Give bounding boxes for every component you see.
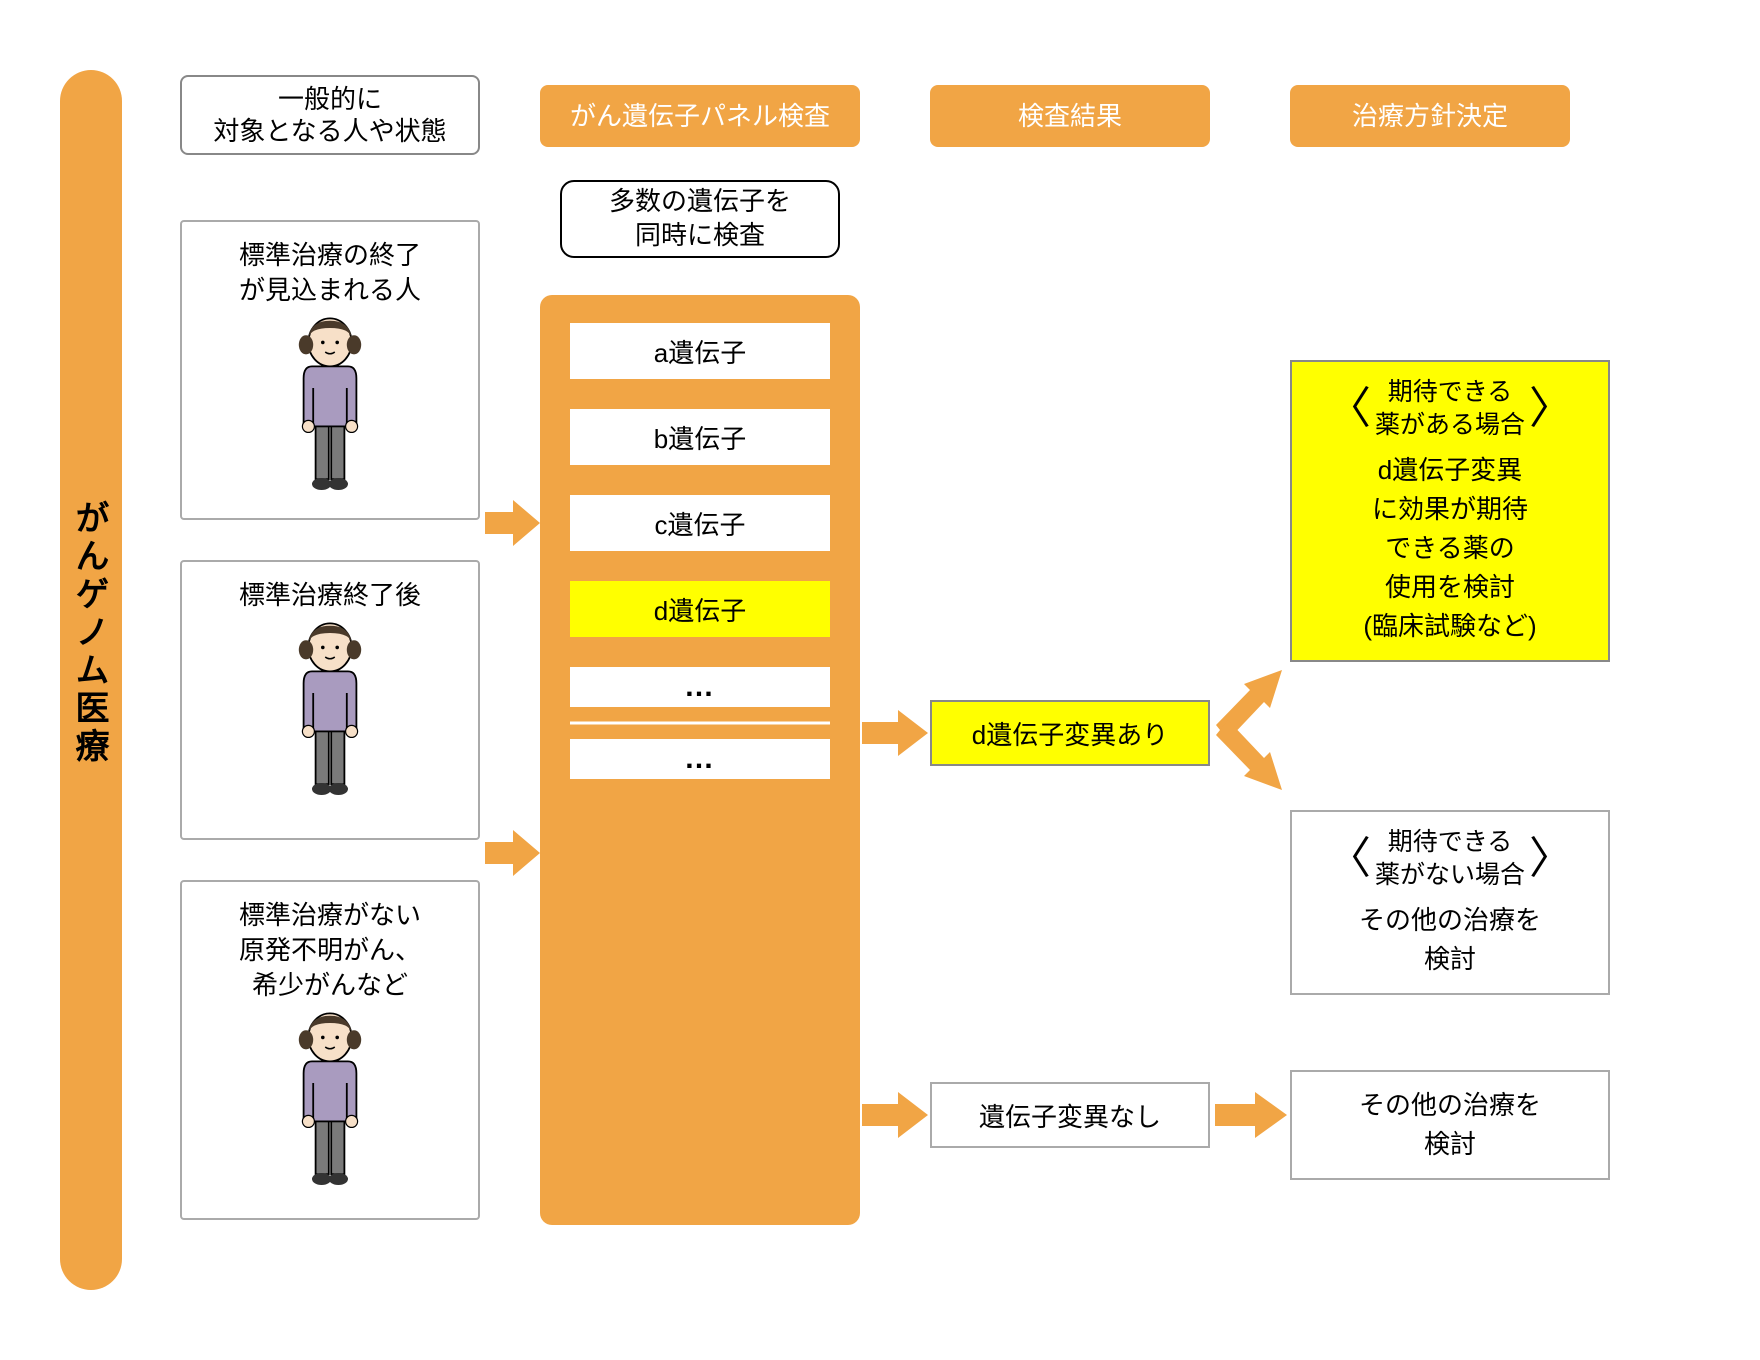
gene-slot-ellipsis: … — [570, 667, 830, 707]
angle-bracket-left-icon: 〈 — [1327, 387, 1371, 431]
arrow-icon — [485, 498, 540, 548]
gene-panel: a遺伝子 b遺伝子 c遺伝子 d遺伝子 … … — [540, 295, 860, 1225]
patient-box-1: 標準治療の終了が見込まれる人 — [180, 220, 480, 520]
angle-bracket-left-icon: 〈 — [1327, 837, 1371, 881]
col3-header: 検査結果 — [930, 85, 1210, 147]
col4-header: 治療方針決定 — [1290, 85, 1570, 147]
sidebar-title: がんゲノム医療 — [68, 500, 114, 766]
person-icon — [270, 1011, 390, 1191]
patient-label: 標準治療がない原発不明がん、希少がんなど — [239, 898, 421, 1003]
flowchart-diagram: がんゲノム医療 一般的に対象となる人や状態 がん遺伝子パネル検査 検査結果 治療… — [60, 40, 1700, 1320]
angle-bracket-right-icon: 〉 — [1529, 387, 1573, 431]
arrow-icon — [570, 719, 830, 727]
outcome-drug-unavailable: 〈 期待できる薬がない場合 〉 その他の治療を検討 — [1290, 810, 1610, 995]
col1-header: 一般的に対象となる人や状態 — [180, 75, 480, 155]
person-icon — [270, 316, 390, 496]
patient-label: 標準治療の終了が見込まれる人 — [239, 238, 421, 308]
col2-subtitle: 多数の遺伝子を同時に検査 — [560, 180, 840, 258]
arrow-icon — [485, 828, 540, 878]
arrow-icon — [862, 1090, 928, 1140]
outcome-bracket-text: 期待できる薬がない場合 — [1375, 826, 1525, 891]
angle-bracket-right-icon: 〉 — [1529, 837, 1573, 881]
outcome-bracket-text: 期待できる薬がある場合 — [1375, 376, 1525, 441]
patient-label: 標準治療終了後 — [239, 578, 421, 613]
gene-slot-highlighted: d遺伝子 — [570, 581, 830, 637]
outcome-drug-available: 〈 期待できる薬がある場合 〉 d遺伝子変異に効果が期待できる薬の使用を検討(臨… — [1290, 360, 1610, 662]
gene-slot: c遺伝子 — [570, 495, 830, 551]
arrow-icon — [862, 708, 928, 758]
result-variant: d遺伝子変異あり — [930, 700, 1210, 766]
outcome-body: d遺伝子変異に効果が期待できる薬の使用を検討(臨床試験など) — [1304, 451, 1596, 646]
outcome-body: その他の治療を検討 — [1304, 1086, 1596, 1164]
col2-header: がん遺伝子パネル検査 — [540, 85, 860, 147]
person-icon — [270, 621, 390, 801]
outcome-body: その他の治療を検討 — [1304, 901, 1596, 979]
patient-box-2: 標準治療終了後 — [180, 560, 480, 840]
gene-slot: a遺伝子 — [570, 323, 830, 379]
result-no-variant: 遺伝子変異なし — [930, 1082, 1210, 1148]
outcome-no-variant: その他の治療を検討 — [1290, 1070, 1610, 1180]
gene-slot: b遺伝子 — [570, 409, 830, 465]
gene-slot-ellipsis: … — [570, 739, 830, 779]
patient-box-3: 標準治療がない原発不明がん、希少がんなど — [180, 880, 480, 1220]
arrow-icon — [1215, 1090, 1287, 1140]
arrow-branch-icon — [1210, 570, 1300, 890]
